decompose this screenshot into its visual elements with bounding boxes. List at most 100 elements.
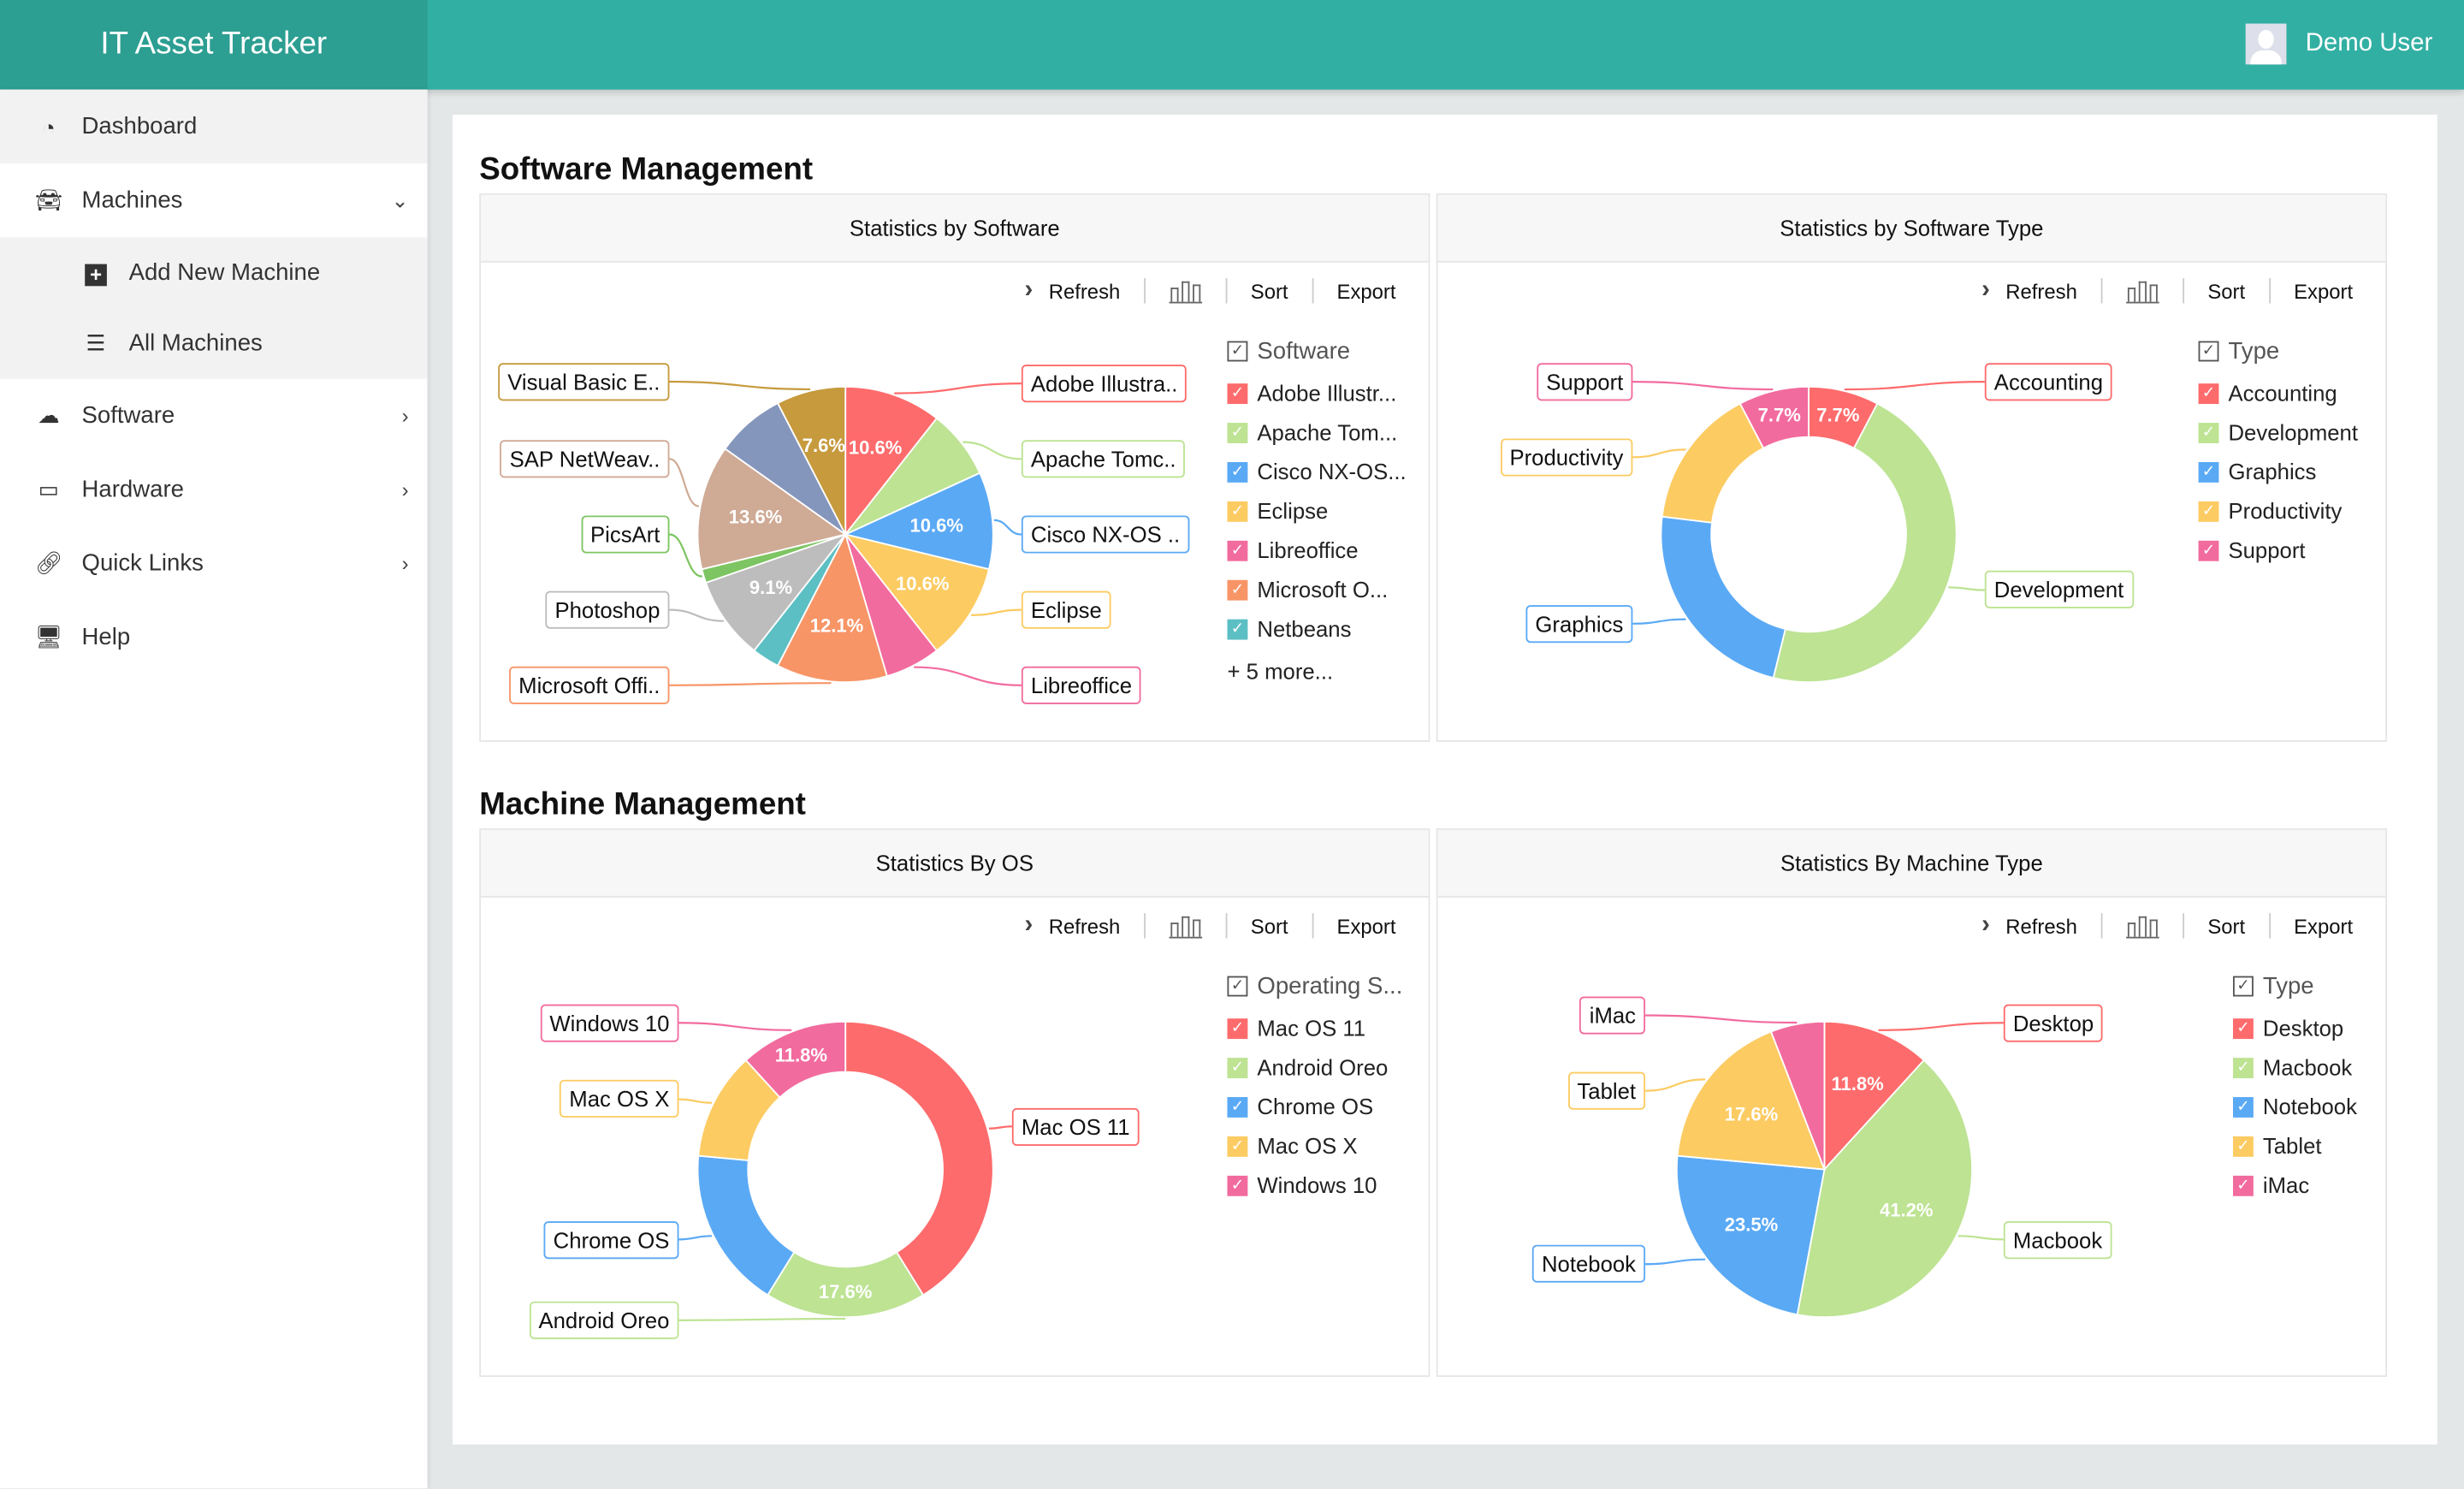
checkbox-icon[interactable]: ✓ [2198, 539, 2219, 561]
checkbox-icon[interactable]: ✓ [1227, 461, 1248, 482]
checkbox-icon[interactable]: ✓ [1227, 1174, 1248, 1195]
slice-graphics[interactable] [1660, 515, 1786, 679]
legend-item[interactable]: ✓ Adobe Illustr... [1227, 377, 1396, 409]
sidebar-item-dashboard[interactable]: ◔ Dashboard [0, 89, 428, 164]
chevron-right-icon[interactable]: › [1024, 911, 1034, 939]
refresh-button[interactable]: Refresh [2005, 914, 2077, 938]
chevron-right-icon[interactable]: › [1981, 911, 1990, 939]
sidebar-item-all-machines[interactable]: ☰ All Machines [0, 308, 428, 379]
legend-item[interactable]: ✓ Support [2198, 534, 2306, 566]
checkbox-icon[interactable]: ✓ [1227, 975, 1248, 996]
slice-macbook[interactable] [1796, 1059, 1974, 1319]
checkbox-icon[interactable]: ✓ [1227, 618, 1248, 639]
legend-item[interactable]: ✓ Chrome OS [1227, 1091, 1373, 1123]
checkbox-icon[interactable]: ✓ [1227, 1096, 1248, 1117]
export-button[interactable]: Export [2294, 914, 2354, 938]
checkbox-icon[interactable]: ✓ [2198, 383, 2219, 404]
legend-header[interactable]: ✓ Type [2198, 335, 2279, 366]
legend-item[interactable]: ✓ Eclipse [1227, 495, 1328, 527]
slice-photoshop[interactable] [704, 532, 848, 652]
legend-item[interactable]: ✓ Apache Tom... [1227, 417, 1397, 448]
slice-notebook[interactable] [1675, 1154, 1826, 1316]
legend-item[interactable]: ✓ Android Oreo [1227, 1052, 1388, 1083]
slice-support[interactable] [1738, 385, 1810, 449]
slice-mac-os-11[interactable] [844, 1020, 994, 1296]
sort-button[interactable]: Sort [2207, 279, 2246, 303]
checkbox-icon[interactable]: ✓ [1227, 1057, 1248, 1078]
slice-sap-netweaver[interactable] [696, 448, 848, 571]
legend-item[interactable]: ✓ Development [2198, 417, 2358, 448]
checkbox-icon[interactable]: ✓ [1227, 422, 1248, 443]
slice-development[interactable] [1772, 402, 1958, 684]
checkbox-icon[interactable]: ✓ [1227, 340, 1248, 361]
sidebar-item-hardware[interactable]: ▭ Hardware › [0, 453, 428, 526]
sidebar-item-add-new-machine[interactable]: + Add New Machine [0, 237, 428, 308]
legend-item[interactable]: ✓ Libreoffice [1227, 534, 1359, 566]
sidebar-item-help[interactable]: 🖥︎ Help [0, 601, 428, 674]
legend-item[interactable]: ✓ Microsoft O... [1227, 573, 1388, 605]
legend-item[interactable]: ✓ Productivity [2198, 495, 2342, 527]
sort-button[interactable]: Sort [1250, 279, 1288, 303]
slice-productivity[interactable] [1661, 402, 1765, 524]
checkbox-icon[interactable]: ✓ [2232, 1174, 2254, 1195]
sidebar-item-machines[interactable]: 🚘︎ Machines ⌄ [0, 163, 428, 237]
legend-item[interactable]: ✓ iMac [2232, 1170, 2309, 1201]
legend-header[interactable]: ✓ Type [2232, 970, 2314, 1001]
slice-chrome-os[interactable] [696, 1154, 796, 1296]
legend-item[interactable]: ✓ Mac OS X [1227, 1130, 1358, 1162]
checkbox-icon[interactable]: ✓ [2232, 975, 2254, 996]
legend-item[interactable]: ✓ Cisco NX-OS... [1227, 456, 1407, 488]
slice-desktop[interactable] [1823, 1020, 1926, 1172]
checkbox-icon[interactable]: ✓ [2198, 500, 2219, 521]
legend-header[interactable]: ✓ Software [1227, 335, 1350, 366]
checkbox-icon[interactable]: ✓ [1227, 1136, 1248, 1156]
refresh-button[interactable]: Refresh [2005, 279, 2077, 303]
checkbox-icon[interactable]: ✓ [2198, 461, 2219, 482]
checkbox-icon[interactable]: ✓ [1227, 500, 1248, 521]
refresh-button[interactable]: Refresh [1048, 279, 1121, 303]
export-button[interactable]: Export [1336, 914, 1396, 938]
checkbox-icon[interactable]: ✓ [2198, 422, 2219, 443]
sidebar-item-quick-links[interactable]: 🔗︎ Quick Links › [0, 526, 428, 600]
legend-item[interactable]: ✓ Desktop [2232, 1012, 2343, 1044]
user-menu[interactable]: Demo User [2245, 23, 2432, 65]
legend-item[interactable]: ✓ Accounting [2198, 377, 2337, 409]
slice-visual-basic-editor[interactable] [776, 385, 847, 535]
export-button[interactable]: Export [2294, 279, 2354, 303]
slice-microsoft-office[interactable] [776, 532, 888, 684]
checkbox-icon[interactable]: ✓ [2232, 1096, 2254, 1117]
export-button[interactable]: Export [1336, 279, 1396, 303]
bar-chart-icon[interactable] [1169, 278, 1202, 304]
checkbox-icon[interactable]: ✓ [1227, 1017, 1248, 1039]
checkbox-icon[interactable]: ✓ [1227, 578, 1248, 600]
checkbox-icon[interactable]: ✓ [1227, 539, 1248, 561]
sort-button[interactable]: Sort [1250, 914, 1288, 938]
legend-header[interactable]: ✓ Operating S... [1227, 970, 1402, 1001]
legend-item[interactable]: ✓ Tablet [2232, 1130, 2322, 1162]
sort-button[interactable]: Sort [2207, 914, 2246, 938]
legend-item[interactable]: ✓ Graphics [2198, 456, 2316, 488]
chevron-right-icon[interactable]: › [1024, 276, 1034, 304]
slice-eclipse[interactable] [843, 532, 991, 652]
legend-item[interactable]: ✓ Macbook [2232, 1052, 2352, 1083]
chevron-right-icon[interactable]: › [1981, 276, 1990, 304]
slice-imac[interactable] [1769, 1020, 1826, 1170]
legend-item[interactable]: ✓ Netbeans [1227, 613, 1351, 644]
legend-more-link[interactable]: + 5 more... [1227, 658, 1334, 684]
checkbox-icon[interactable]: ✓ [2198, 340, 2219, 361]
slice-cisco-nx-os[interactable] [843, 472, 994, 571]
refresh-button[interactable]: Refresh [1048, 914, 1121, 938]
sidebar-item-software[interactable]: ☁ Software › [0, 379, 428, 453]
checkbox-icon[interactable]: ✓ [1227, 383, 1248, 404]
slice-adobe-illustrator[interactable] [844, 385, 939, 537]
checkbox-icon[interactable]: ✓ [2232, 1136, 2254, 1156]
bar-chart-icon[interactable] [2125, 278, 2159, 304]
bar-chart-icon[interactable] [2125, 913, 2159, 939]
legend-item[interactable]: ✓ Windows 10 [1227, 1170, 1377, 1201]
bar-chart-icon[interactable] [1169, 913, 1202, 939]
checkbox-icon[interactable]: ✓ [2232, 1057, 2254, 1078]
checkbox-icon[interactable]: ✓ [2232, 1017, 2254, 1039]
legend-item[interactable]: ✓ Notebook [2232, 1091, 2357, 1123]
slice-tablet[interactable] [1676, 1030, 1826, 1171]
slice-windows-10[interactable] [744, 1020, 847, 1099]
